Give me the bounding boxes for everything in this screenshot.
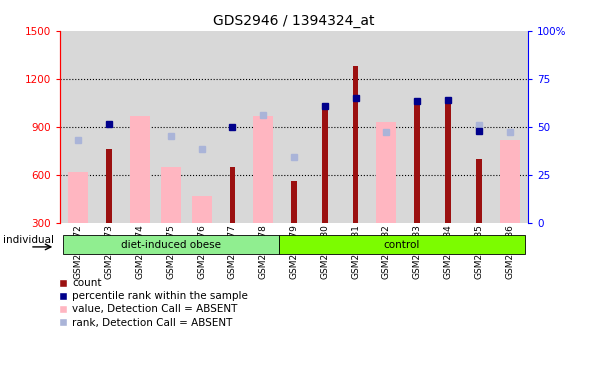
Bar — [253, 116, 273, 223]
Title: GDS2946 / 1394324_at: GDS2946 / 1394324_at — [213, 14, 375, 28]
Bar — [161, 167, 181, 223]
Bar — [230, 167, 235, 223]
Bar — [191, 195, 212, 223]
FancyBboxPatch shape — [278, 235, 525, 254]
Bar — [106, 149, 112, 223]
Bar — [500, 139, 520, 223]
Bar — [291, 181, 297, 223]
FancyBboxPatch shape — [63, 235, 278, 254]
Bar — [322, 108, 328, 223]
Bar — [415, 103, 420, 223]
Legend: count, percentile rank within the sample, value, Detection Call = ABSENT, rank, : count, percentile rank within the sample… — [53, 274, 252, 332]
Bar — [445, 98, 451, 223]
Bar — [130, 116, 150, 223]
Bar — [476, 159, 482, 223]
Bar — [353, 66, 358, 223]
Text: diet-induced obese: diet-induced obese — [121, 240, 221, 250]
Bar — [68, 172, 88, 223]
Text: control: control — [383, 240, 420, 250]
Text: individual: individual — [3, 235, 54, 245]
Bar — [376, 122, 397, 223]
